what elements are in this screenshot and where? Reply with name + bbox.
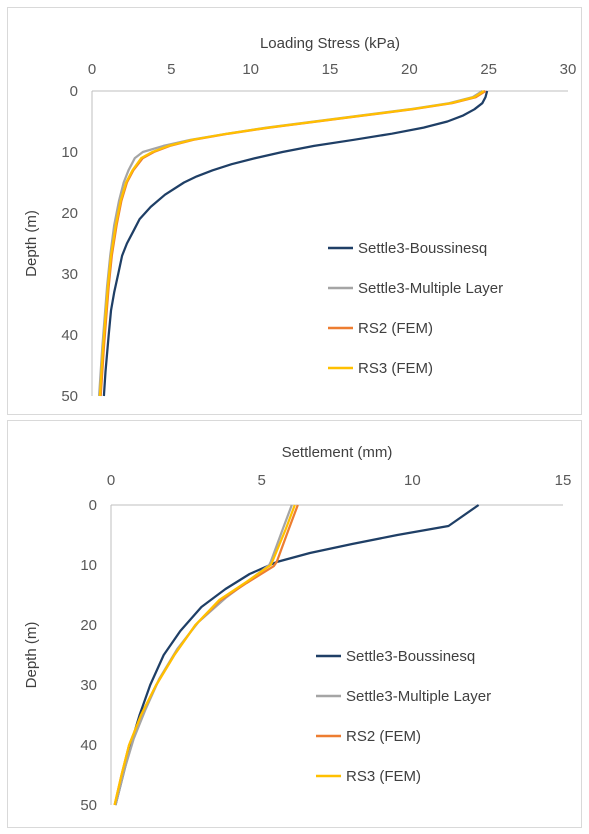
- y-tick-label: 20: [61, 205, 78, 222]
- x-tick-label: 0: [88, 61, 96, 78]
- y-tick-label: 0: [70, 83, 78, 100]
- y-axis-title: Depth (m): [23, 210, 40, 277]
- legend-label: RS2 (FEM): [358, 320, 433, 337]
- x-tick-label: 5: [167, 61, 175, 78]
- y-tick-label: 10: [80, 557, 97, 574]
- series-line-rs3-fem: [113, 504, 296, 806]
- x-tick-label: 15: [322, 61, 339, 78]
- y-tick-label: 30: [80, 677, 97, 694]
- x-tick-label: 10: [404, 472, 421, 489]
- series-line-rs2-fem: [113, 504, 299, 806]
- x-tick-label: 5: [257, 472, 265, 489]
- legend-label: Settle3-Multiple Layer: [346, 688, 491, 705]
- x-axis-title: Settlement (mm): [282, 444, 393, 461]
- legend-label: Settle3-Boussinesq: [346, 648, 475, 665]
- stress-chart-panel: Loading Stress (kPa) Depth (m) 0 5 10 15 20 25 3…: [7, 7, 582, 415]
- x-axis-title: Loading Stress (kPa): [260, 35, 400, 52]
- series-line-settle3-multiple-layer: [114, 504, 293, 806]
- settlement-chart-panel: Settlement (mm) Depth (m) 0 5 10 15 0 10 20 30 40 5…: [7, 420, 582, 828]
- y-tick-label: 50: [80, 797, 97, 814]
- x-tick-label: 10: [242, 61, 259, 78]
- x-tick-label: 15: [555, 472, 572, 489]
- legend-label: Settle3-Boussinesq: [358, 240, 487, 257]
- y-tick-label: 30: [61, 266, 78, 283]
- y-tick-label: 20: [80, 617, 97, 634]
- x-tick-label: 30: [560, 61, 577, 78]
- x-tick-label: 20: [401, 61, 418, 78]
- legend-label: RS2 (FEM): [346, 728, 421, 745]
- x-tick-label: 25: [480, 61, 497, 78]
- y-tick-label: 40: [80, 737, 97, 754]
- loading-stress-chart: Loading Stress (kPa) Depth (m) 0 5 10 15 20 25 3…: [23, 35, 577, 405]
- x-tick-label: 0: [107, 472, 115, 489]
- y-tick-label: 40: [61, 327, 78, 344]
- series-line-settle3-boussinesq: [102, 90, 489, 397]
- y-tick-label: 50: [61, 388, 78, 405]
- legend-label: RS3 (FEM): [358, 360, 433, 377]
- settlement-chart: Settlement (mm) Depth (m) 0 5 10 15 0 10 20 30 40 5…: [23, 444, 572, 814]
- y-axis-title: Depth (m): [23, 622, 40, 689]
- series-line-rs3-fem: [98, 90, 485, 397]
- y-tick-label: 0: [89, 497, 97, 514]
- legend-label: Settle3-Multiple Layer: [358, 280, 503, 297]
- legend-label: RS3 (FEM): [346, 768, 421, 785]
- y-tick-label: 10: [61, 144, 78, 161]
